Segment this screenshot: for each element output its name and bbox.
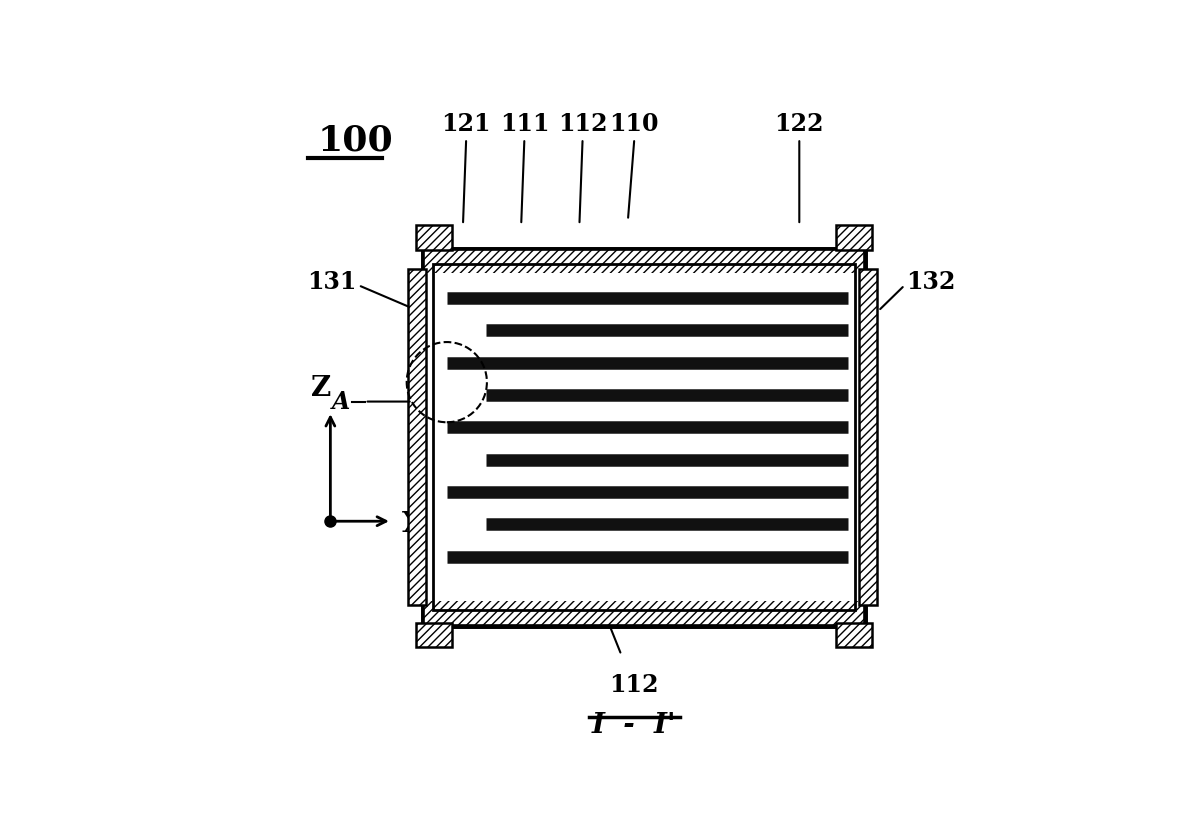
Bar [426,273,862,601]
Text: 132: 132 [906,270,955,294]
Text: I  -  I': I - I' [592,712,677,739]
Bar [859,269,877,606]
Bar [417,622,452,648]
Bar [836,225,872,249]
Text: A: A [332,390,350,413]
Bar [836,622,872,648]
Text: 131: 131 [307,270,357,294]
Text: 112: 112 [609,673,659,697]
Text: 122: 122 [775,113,824,136]
Bar [417,225,452,249]
Text: X: X [402,511,423,538]
Text: Z: Z [311,375,331,402]
Text: 100: 100 [318,123,393,157]
Text: 121: 121 [442,113,491,136]
Bar [407,269,426,606]
Text: 111: 111 [500,113,549,136]
Text: 110: 110 [609,113,659,136]
Bar [424,600,864,625]
Bar [433,264,855,611]
Text: 112: 112 [557,113,607,136]
Bar [424,249,864,625]
Bar [424,249,864,274]
